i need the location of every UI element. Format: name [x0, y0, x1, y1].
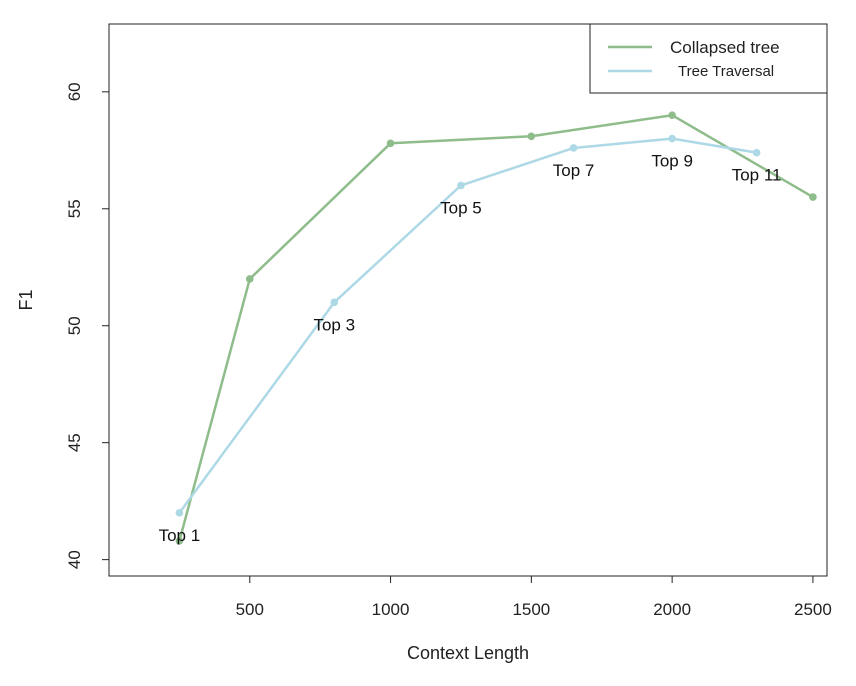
y-tick-label: 55 — [65, 199, 84, 218]
y-axis: 40 45 50 55 60 — [65, 82, 110, 569]
annotation-layer: Top 1 Top 3 Top 5 Top 7 Top 9 Top 11 — [159, 152, 782, 545]
data-point — [457, 181, 465, 190]
y-axis-title: F1 — [16, 289, 36, 310]
y-tick-label: 40 — [65, 550, 84, 569]
plot-frame — [108, 23, 828, 577]
data-point — [569, 144, 578, 152]
legend-label-collapsed-tree: Collapsed tree — [670, 38, 780, 57]
point-annotation: Top 1 — [159, 526, 201, 545]
data-point — [809, 193, 817, 201]
x-tick-label: 2000 — [653, 600, 691, 619]
data-point — [245, 275, 254, 283]
y-tick-label: 60 — [65, 82, 84, 101]
data-point — [330, 298, 339, 307]
x-tick-label: 1000 — [372, 600, 410, 619]
x-tick-label: 500 — [236, 600, 264, 619]
legend-label-tree-traversal: Tree Traversal — [678, 63, 774, 80]
point-annotation: Top 3 — [313, 315, 355, 334]
y-tick-label: 45 — [65, 433, 84, 452]
x-tick-label: 2500 — [794, 600, 832, 619]
data-point — [386, 139, 395, 148]
x-tick-label: 1500 — [512, 600, 550, 619]
point-annotation: Top 11 — [732, 166, 782, 185]
point-annotation: Top 5 — [440, 198, 482, 217]
series-collapsed-tree — [175, 111, 817, 545]
data-point — [752, 148, 761, 157]
x-axis-title: Context Length — [407, 643, 529, 663]
legend: Collapsed tree Tree Traversal — [589, 23, 828, 94]
point-annotation: Top 9 — [651, 152, 693, 171]
data-point — [175, 537, 184, 545]
data-point — [668, 134, 676, 143]
data-point — [668, 111, 676, 120]
series-tree-traversal — [175, 134, 761, 517]
data-point — [175, 509, 184, 517]
series-line-collapsed-tree — [178, 113, 814, 542]
series-layer — [175, 111, 817, 545]
series-line-tree-traversal — [178, 137, 757, 514]
x-axis: 500 1000 1500 2000 2500 — [236, 575, 832, 619]
legend-box — [589, 23, 828, 94]
data-point — [527, 132, 536, 141]
y-tick-label: 50 — [65, 316, 84, 335]
point-annotation: Top 7 — [553, 161, 595, 180]
